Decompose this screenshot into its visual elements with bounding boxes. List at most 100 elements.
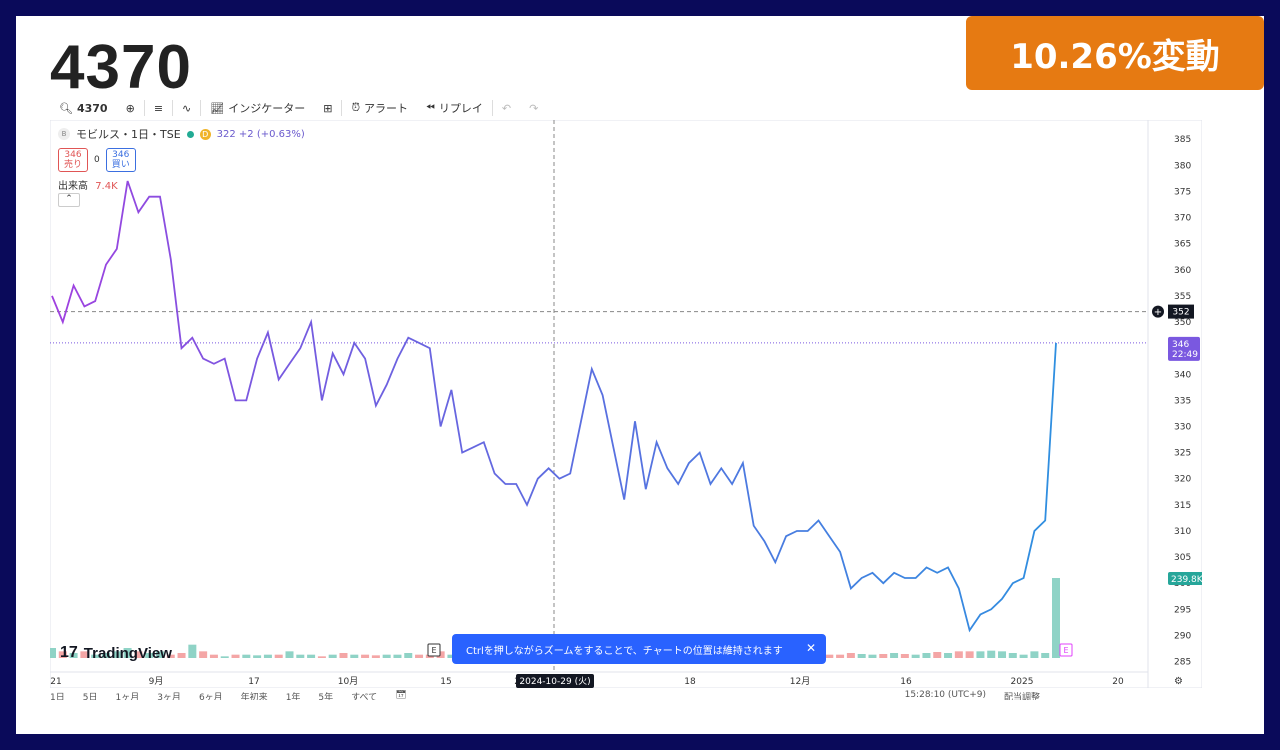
divider	[172, 100, 174, 116]
tradingview-logo: 17 TradingView	[60, 644, 172, 662]
volume-bar	[393, 654, 402, 658]
x-tick-label: 20	[1112, 677, 1124, 687]
replay-button[interactable]: ⏪︎ リプレイ	[417, 100, 492, 116]
buy-price: 346	[112, 150, 130, 160]
x-tick-label: 15	[440, 677, 451, 687]
y-tick-label: 295	[1174, 605, 1191, 615]
sell-label: 売り	[64, 160, 83, 170]
price-chart[interactable]: 2852902953003053103153203253303353403453…	[48, 119, 1206, 689]
buy-button[interactable]: 346 買い	[105, 148, 136, 172]
search-icon: 🔍︎	[59, 101, 73, 115]
volume-bar	[404, 653, 413, 658]
price-line	[51, 180, 1057, 633]
volume-bar	[91, 654, 100, 658]
indicators-button[interactable]: 📈︎ インジケーター	[201, 100, 314, 116]
volume-bar	[220, 656, 229, 658]
earnings-marker-label: E	[431, 646, 436, 655]
tv-logo-icon: 17	[60, 644, 78, 661]
range-item[interactable]: すべて	[351, 693, 378, 700]
zoom-tooltip: Ctrlを押しながらズームをすることで、チャートの位置は維持されます ✕	[452, 634, 826, 664]
volume-bar	[371, 655, 380, 658]
volume-bar	[1041, 653, 1050, 658]
change-badge: 10.26%変動	[966, 16, 1264, 90]
range-item[interactable]: 年初来	[240, 693, 268, 700]
last-price-label: 346	[1172, 340, 1189, 350]
line-chart-icon: ∿	[182, 101, 192, 115]
calendar-icon[interactable]: 📅︎	[395, 690, 407, 700]
y-tick-label: 385	[1174, 135, 1191, 145]
volume-bar	[987, 650, 996, 658]
chart-legend: B モビルス・1日・TSE D 322 +2 (+0.63%)	[58, 126, 305, 142]
settings-icon: ⚙	[1174, 676, 1183, 687]
crosshair-date-box	[516, 674, 594, 688]
volume-bar	[123, 648, 132, 658]
volume-bar	[1030, 651, 1039, 658]
grid-icon: ⊞	[323, 101, 333, 115]
range-item[interactable]: 1年	[285, 693, 301, 700]
volume-bar	[134, 651, 143, 658]
last-price-box	[1168, 336, 1200, 361]
volume-bar	[825, 654, 834, 658]
range-item[interactable]: 5年	[318, 693, 334, 700]
x-tick-label: 10月	[338, 676, 358, 687]
volume-bar	[199, 651, 208, 658]
symbol-search[interactable]: 🔍︎ 4370	[50, 102, 117, 115]
volume-bar	[846, 653, 855, 658]
volume-bar	[58, 651, 67, 658]
volume-bar	[263, 654, 272, 658]
volume-bar	[285, 651, 294, 658]
sell-button[interactable]: 346 売り	[58, 148, 89, 172]
menu-icon: ≡	[153, 101, 164, 115]
volume-bar	[900, 654, 909, 658]
redo-icon: ↷	[529, 101, 539, 115]
volume-bar	[48, 648, 56, 658]
countdown-label: 22:49	[1172, 350, 1198, 360]
range-item[interactable]: 5日	[82, 693, 98, 700]
volume-bar	[382, 654, 391, 658]
adjust-toggle[interactable]: 配当調整	[1004, 693, 1041, 700]
volume-bar	[1008, 653, 1017, 658]
volume-bar	[965, 651, 974, 658]
y-tick-label: 285	[1174, 658, 1191, 668]
alert-label: アラート	[364, 102, 409, 115]
crosshair-price-box	[1168, 304, 1194, 319]
buy-sell-panel: 346 売り 0 346 買い	[58, 148, 136, 172]
divider	[491, 100, 493, 116]
last-info: 322 +2 (+0.63%)	[216, 128, 305, 140]
y-tick-label: 340	[1174, 370, 1191, 380]
x-tick-label: 21	[50, 677, 61, 687]
volume-bar	[296, 654, 305, 658]
y-tick-label: 380	[1174, 161, 1191, 171]
volume-bar	[436, 651, 445, 658]
volume-bar	[879, 654, 888, 658]
collapse-legend-button[interactable]: ⌃	[58, 193, 80, 207]
layouts-button[interactable]: ⊞	[314, 102, 341, 115]
close-icon[interactable]: ✕	[805, 641, 816, 655]
undo-button[interactable]: ↶	[493, 102, 520, 115]
chart-area[interactable]: 2852902953003053103153203253303353403453…	[48, 119, 1206, 689]
y-tick-label: 305	[1174, 553, 1191, 563]
volume-tag-box	[1168, 572, 1206, 585]
volume-bar	[350, 654, 359, 658]
volume-bar	[112, 651, 121, 658]
y-tick-label: 325	[1174, 449, 1191, 459]
crosshair-plus-button	[1152, 305, 1164, 318]
range-item[interactable]: 1ヶ月	[115, 693, 140, 700]
add-symbol-button[interactable]: ⊕	[117, 102, 144, 115]
volume-bar	[339, 653, 348, 658]
range-item[interactable]: 6ヶ月	[198, 693, 223, 700]
y-tick-label: 330	[1174, 423, 1191, 433]
redo-button[interactable]: ↷	[520, 102, 547, 115]
volume-bar	[328, 654, 337, 658]
interval-button[interactable]: ≡	[145, 102, 172, 115]
chevron-up-icon: ⌃	[65, 194, 73, 204]
volume-bar	[998, 651, 1007, 658]
alert-button[interactable]: ⏰︎ アラート	[342, 100, 417, 116]
volume-bar	[911, 654, 920, 658]
market-status-icon	[186, 130, 194, 138]
volume-bar	[188, 644, 197, 658]
chart-type-button[interactable]: ∿	[173, 102, 200, 115]
range-item[interactable]: 1日	[50, 693, 65, 700]
range-item[interactable]: 3ヶ月	[157, 693, 181, 700]
volume-bar	[361, 654, 370, 658]
